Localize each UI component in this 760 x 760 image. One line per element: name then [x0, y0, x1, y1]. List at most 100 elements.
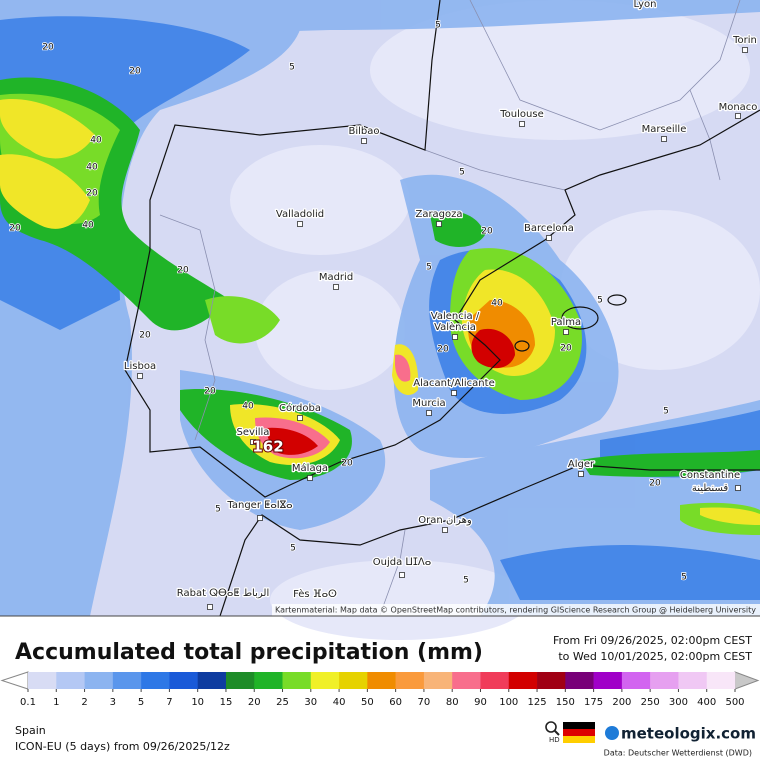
city-label: Torin — [732, 35, 757, 46]
attribution: Kartenmaterial: Map data © OpenStreetMap… — [275, 606, 756, 615]
logo[interactable]: meteologix.com — [621, 725, 756, 743]
legend-cell — [197, 672, 227, 689]
legend-tick-label: 50 — [361, 697, 374, 708]
contour-label: 5 — [289, 63, 295, 73]
legend-cell — [508, 672, 538, 689]
contour-label: 5 — [215, 505, 221, 515]
contour-labels: 20 20 5 40 40 20 40 20 5 5 20 5 40 20 5 5 20 20 40 162 20 20 5… — [9, 20, 688, 587]
legend-cell — [84, 672, 114, 689]
legend-cell — [112, 672, 142, 689]
contour-label: 5 — [290, 544, 296, 554]
city-marker — [137, 373, 143, 379]
city-marker — [735, 485, 741, 491]
contour-label: 5 — [681, 573, 687, 583]
city-label: Bilbao — [348, 126, 379, 137]
legend-cell — [339, 672, 368, 689]
city-label: Zaragoza — [415, 209, 462, 220]
contour-label: 20 — [341, 459, 353, 469]
legend-tick-label: 30 — [304, 697, 317, 708]
legend-tick-label: 400 — [697, 697, 716, 708]
city-label: Lyon — [633, 0, 656, 10]
legend: 0.1 1 2 3 5 7 10 15 20 25 30 40 50 60 70 80 90 100 125 150 1… — [0, 671, 760, 708]
city-marker — [297, 415, 303, 421]
city-label: Tanger ⵟⴰⵏⴵⴰ — [226, 500, 292, 511]
contour-label: 40 — [86, 163, 98, 173]
city-label: Murcia — [412, 398, 445, 409]
legend-tick-label: 7 — [166, 697, 172, 708]
city-label: Alger — [568, 459, 595, 470]
contour-label: 20 — [204, 387, 216, 397]
city-marker — [436, 221, 442, 227]
legend-cell — [423, 672, 453, 689]
legend-tick-label: 15 — [220, 697, 233, 708]
legend-cell — [254, 672, 283, 689]
contour-label: 20 — [437, 345, 449, 355]
contour-label: 40 — [242, 402, 254, 412]
german-flag — [563, 722, 595, 743]
attribution-bg — [272, 604, 760, 616]
city-label: Toulouse — [499, 109, 543, 120]
legend-tick-label: 3 — [110, 697, 116, 708]
legend-cell — [282, 672, 312, 689]
contour-label: 5 — [463, 576, 469, 586]
city-label: València — [434, 321, 476, 333]
legend-tick-label: 200 — [612, 697, 631, 708]
contour-label: 5 — [426, 263, 432, 273]
city-marker — [307, 475, 313, 481]
city-label: Rabat ⵕⴱⴰⵟ الرباط — [177, 588, 269, 599]
city-marker — [451, 390, 457, 396]
legend-cell — [28, 672, 57, 689]
contour-label: 5 — [435, 21, 441, 31]
city-label: Monaco — [719, 102, 758, 113]
legend-cell — [225, 672, 255, 689]
contour-label: 20 — [177, 266, 189, 276]
city-marker — [661, 136, 667, 142]
city-marker — [250, 439, 256, 445]
city-label: Barcelona — [524, 223, 574, 234]
legend-tick-label: 175 — [584, 697, 603, 708]
region: Spain — [15, 724, 46, 737]
legend-over-arrow — [734, 671, 760, 690]
legend-cell — [621, 672, 651, 689]
city-marker — [361, 138, 367, 144]
legend-tick-label: 90 — [474, 697, 487, 708]
city-label: Marseille — [642, 124, 687, 135]
title: Accumulated total precipitation (mm) — [15, 640, 483, 665]
legend-cell — [565, 672, 594, 689]
contour-label: 5 — [597, 296, 603, 306]
legend-cell — [367, 672, 396, 689]
city-marker — [399, 572, 405, 578]
contour-label: 162 — [252, 438, 283, 456]
legend-tick-label: 150 — [556, 697, 575, 708]
legend-cell — [537, 672, 566, 689]
legend-tick-label: 5 — [138, 697, 144, 708]
contour-label: 5 — [459, 168, 465, 178]
contour-label: 40 — [82, 221, 94, 231]
period-to: to Wed 10/01/2025, 02:00pm CEST — [558, 650, 752, 663]
legend-cell — [141, 672, 170, 689]
legend-tick-label: 25 — [276, 697, 289, 708]
hd-label: HD — [549, 736, 560, 744]
model-run: ICON-EU (5 days) from 09/26/2025/12z — [15, 740, 230, 753]
city-label: Lisboa — [124, 361, 156, 372]
logo-icon — [605, 726, 619, 740]
legend-cell — [706, 672, 736, 689]
contour-label: 5 — [663, 407, 669, 417]
city-marker — [742, 47, 748, 53]
legend-tick-label: 60 — [389, 697, 402, 708]
city-label: Valencia / — [431, 311, 480, 322]
contour-label: 40 — [491, 299, 503, 309]
legend-tick-label: 1 — [53, 697, 59, 708]
city-marker — [452, 334, 458, 340]
city-labels: Lyon Torin Monaco Toulouse Marseille Bilbao Va… — [123, 0, 759, 610]
legend-tick-label: 80 — [446, 697, 459, 708]
hd-toggle[interactable]: HD — [545, 721, 560, 744]
city-label: Alacant/Alicante — [413, 378, 494, 389]
legend-tick-label: 125 — [527, 697, 546, 708]
contour-label: 20 — [139, 331, 151, 341]
city-marker — [735, 113, 741, 119]
legend-cell — [56, 672, 85, 689]
city-marker — [333, 284, 339, 290]
